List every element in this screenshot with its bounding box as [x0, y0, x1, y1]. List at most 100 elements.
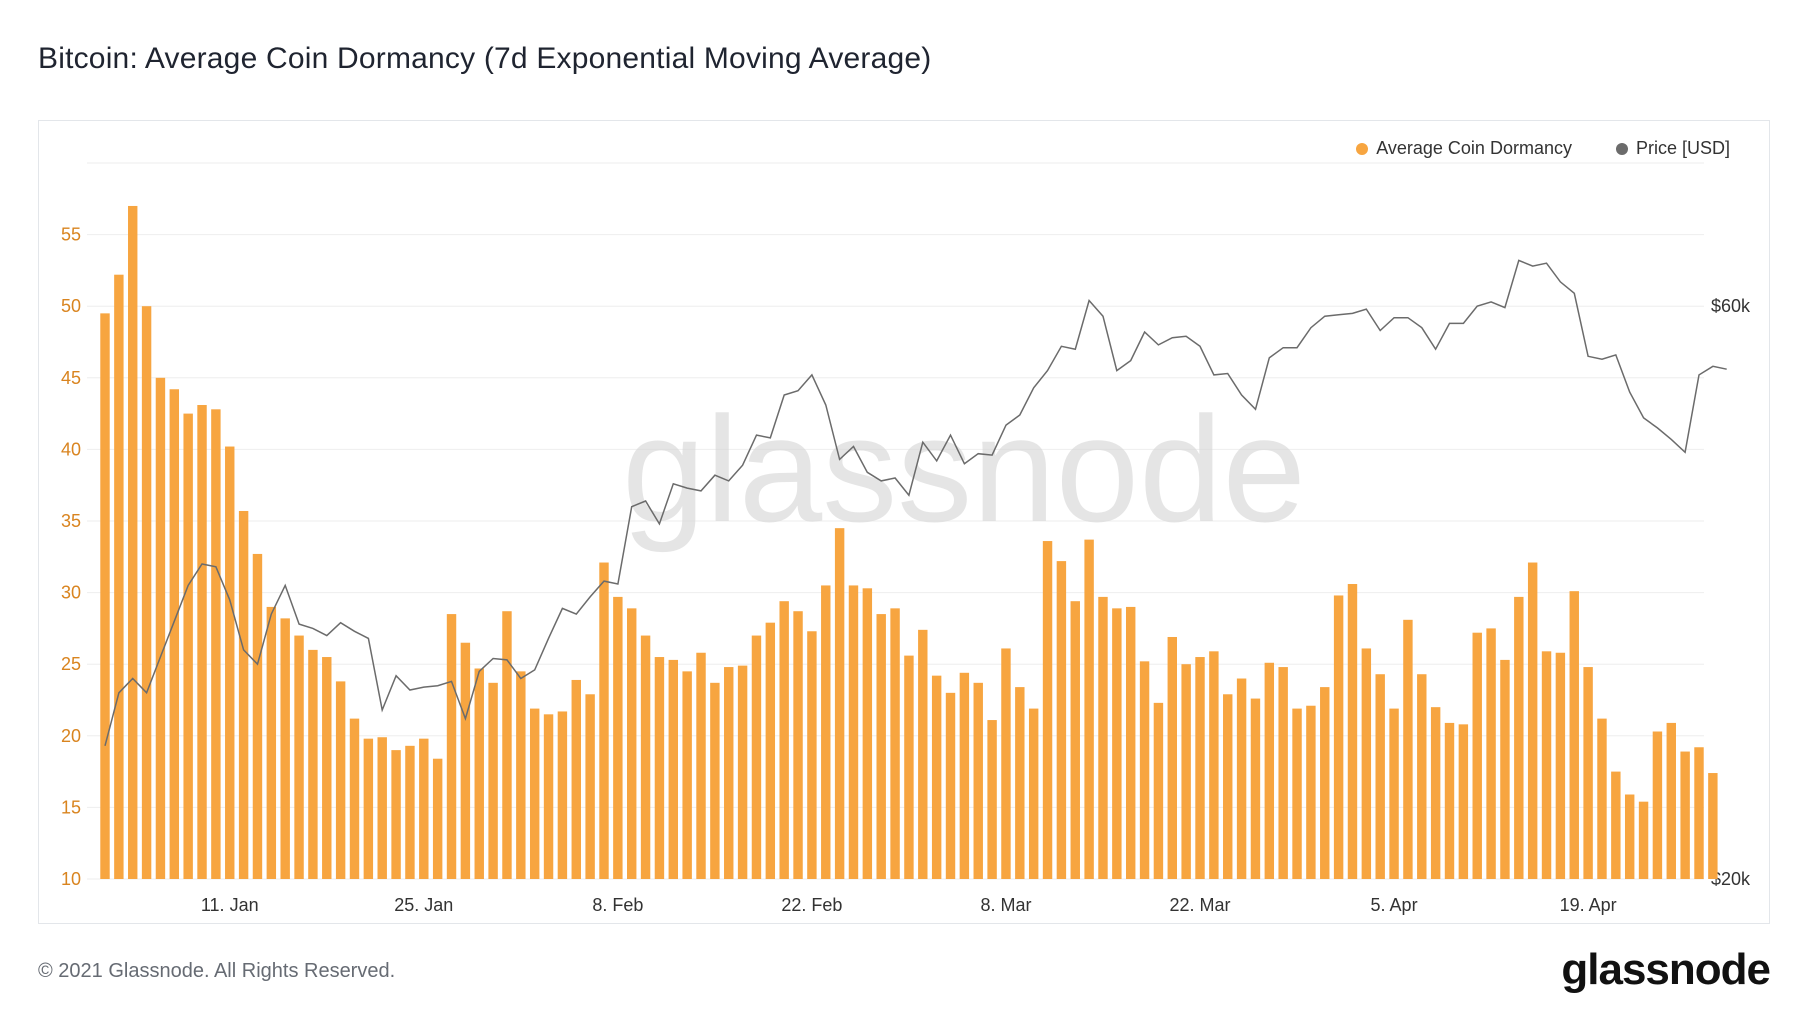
chart-svg: glassnode 10 15 20 25 30 35 40 45 50 55 $20k $60k 11… [61, 162, 1751, 915]
dormancy-bar [1223, 694, 1233, 879]
dormancy-bar [807, 631, 817, 879]
dormancy-bar [308, 649, 318, 879]
dormancy-bar [613, 596, 623, 879]
x-tick-label: 19. Apr [1560, 895, 1617, 915]
dormancy-bar [1597, 718, 1607, 879]
dormancy-bar [1569, 591, 1579, 879]
dormancy-bar [529, 708, 540, 879]
dormancy-bar [446, 614, 457, 879]
dormancy-bar [1680, 751, 1690, 879]
legend-item-dormancy[interactable]: Average Coin Dormancy [1356, 138, 1572, 159]
legend-item-price[interactable]: Price [USD] [1615, 138, 1730, 159]
dormancy-bar [724, 667, 734, 879]
dormancy-bar [100, 313, 110, 879]
dormancy-bar [1541, 651, 1552, 879]
dormancy-bar [183, 413, 193, 879]
dormancy-bar [1236, 678, 1247, 879]
dormancy-bar [114, 274, 124, 879]
dormancy-bar [1555, 652, 1566, 879]
dormancy-bar [765, 622, 776, 879]
dormancy-bar [821, 585, 831, 879]
dormancy-bar [405, 745, 415, 879]
dormancy-bar [918, 629, 928, 879]
footer-copyright: © 2021 Glassnode. All Rights Reserved. [38, 960, 396, 982]
dormancy-bar [1125, 606, 1136, 879]
dormancy-bar [1028, 708, 1039, 879]
dormancy-bar [1001, 648, 1011, 879]
legend: Average Coin Dormancy Price [USD] [1356, 138, 1730, 159]
dormancy-bar [1486, 628, 1496, 879]
y-tick-label: 55 [61, 225, 81, 245]
y-tick-label: 25 [61, 654, 81, 674]
price-line [104, 259, 1727, 746]
dormancy-bar [1624, 794, 1635, 879]
dormancy-bar [169, 389, 180, 879]
dormancy-bar [1444, 722, 1455, 879]
chart-frame: glassnode 10 15 20 25 30 35 40 45 50 55 $20k $60k 11… [38, 120, 1770, 924]
y-tick-label: 40 [61, 439, 81, 459]
dormancy-bar [862, 588, 873, 879]
dormancy-bar [474, 668, 484, 879]
dormancy-bar [1056, 561, 1067, 879]
dormancy-bar [1500, 659, 1510, 879]
dormancy-bar [1403, 619, 1413, 879]
dormancy-bar [1042, 541, 1053, 879]
price-axis-label: $60k [1711, 296, 1751, 316]
dormancy-bar [1708, 773, 1718, 879]
dormancy-bar [751, 635, 762, 879]
x-tick-label: 5. Apr [1371, 895, 1418, 915]
x-tick-label: 8. Feb [592, 895, 643, 915]
dormancy-bar [1320, 687, 1330, 879]
dormancy-bar [488, 682, 498, 879]
dormancy-bar [987, 720, 997, 879]
dormancy-bar [1181, 664, 1191, 879]
x-tick-label: 11. Jan [201, 895, 259, 915]
dormancy-bar [391, 750, 401, 879]
dormancy-bar [197, 405, 207, 879]
dormancy-bar [904, 655, 914, 879]
dormancy-bar [1167, 636, 1177, 879]
dormancy-bar [335, 681, 346, 879]
dormancy-bar [945, 692, 956, 879]
dormancy-bar [502, 611, 512, 879]
dormancy-bar [640, 635, 651, 879]
dormancy-bar [1638, 801, 1649, 879]
dormancy-bar [1389, 708, 1399, 879]
dormancy-bar [890, 608, 900, 879]
legend-dot-gray [1615, 142, 1628, 155]
dormancy-bar [1514, 596, 1524, 879]
dormancy-bar [252, 553, 263, 879]
dormancy-bar [1527, 562, 1538, 879]
dormancy-bar [460, 642, 471, 879]
dormancy-bar [1472, 632, 1482, 879]
dormancy-bar [710, 682, 720, 879]
x-tick-label: 22. Mar [1169, 895, 1230, 915]
dormancy-bar [377, 737, 387, 879]
dormancy-bar [322, 657, 332, 879]
x-tick-label: 25. Jan [394, 895, 453, 915]
dormancy-bar [876, 614, 886, 879]
legend-label-dormancy: Average Coin Dormancy [1376, 138, 1572, 158]
dormancy-bar [1430, 707, 1441, 879]
dormancy-bar [959, 672, 970, 879]
legend-label-price: Price [USD] [1635, 138, 1730, 158]
dormancy-bar [1611, 771, 1621, 879]
glassnode-logo[interactable]: glassnode [1561, 945, 1771, 994]
dormancy-bar [363, 738, 374, 879]
dormancy-bar [1306, 705, 1316, 879]
dormancy-bar [585, 694, 595, 879]
chart-title: Bitcoin: Average Coin Dormancy (7d Expon… [38, 42, 932, 75]
dormancy-bar [419, 738, 429, 879]
dormancy-bar [266, 606, 277, 879]
dormancy-bar [543, 714, 554, 879]
dormancy-bar [668, 659, 679, 879]
dormancy-bar [1139, 661, 1150, 879]
dormancy-bar [557, 711, 568, 879]
y-tick-label: 15 [61, 797, 81, 817]
legend-dot-orange [1356, 142, 1369, 155]
dormancy-bar [1375, 674, 1385, 879]
dormancy-bar [848, 585, 859, 879]
dormancy-bar [1098, 596, 1108, 879]
dormancy-bar [1209, 651, 1219, 879]
dormancy-bar [432, 758, 443, 879]
